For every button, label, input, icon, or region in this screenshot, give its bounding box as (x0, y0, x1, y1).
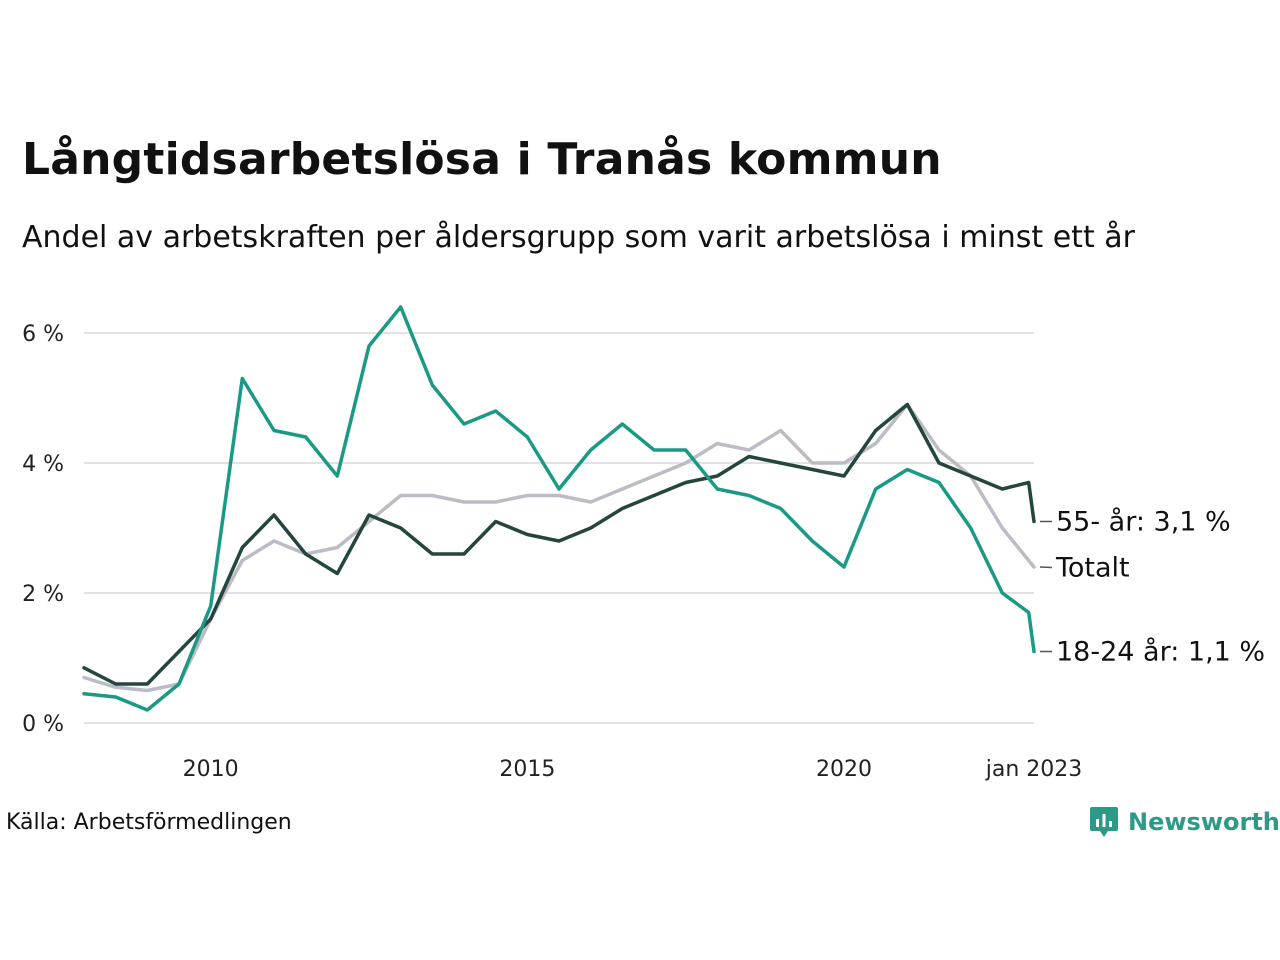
x-tick-label: 2010 (183, 757, 239, 782)
chart-title: Långtidsarbetslösa i Tranås kommun (22, 134, 942, 185)
series-line (82, 305, 1036, 712)
series-end-label: 55- år: 3,1 % (1056, 507, 1231, 538)
brand-logo: Newsworthy (1088, 805, 1280, 839)
y-axis-ticks: 0 % 2 % 4 % 6 % (22, 322, 64, 737)
source-note: Källa: Arbetsförmedlingen (6, 810, 292, 835)
gridlines (84, 332, 1034, 724)
y-tick-label: 6 % (22, 322, 64, 347)
x-tick-label: 2020 (816, 757, 872, 782)
end-label-leader (1039, 566, 1053, 569)
series-lines (82, 305, 1036, 712)
brand-name: Newsworthy (1128, 808, 1280, 836)
x-tick-label: 2015 (499, 757, 555, 782)
series-line (82, 402, 1036, 693)
series-end-label: Totalt (1055, 553, 1130, 584)
y-tick-label: 4 % (22, 452, 64, 477)
series-end-labels: 55- år: 3,1 % Totalt 18-24 år: 1,1 % (1039, 507, 1265, 668)
y-tick-label: 2 % (22, 582, 64, 607)
x-tick-label: jan 2023 (985, 757, 1083, 782)
series-line (82, 402, 1036, 686)
newsworthy-logo-icon (1090, 807, 1118, 837)
chart-subtitle: Andel av arbetskraften per åldersgrupp s… (22, 220, 1135, 255)
series-end-label: 18-24 år: 1,1 % (1056, 637, 1265, 668)
x-axis-ticks: 2010 2015 2020 jan 2023 (183, 757, 1083, 782)
y-tick-label: 0 % (22, 712, 64, 737)
